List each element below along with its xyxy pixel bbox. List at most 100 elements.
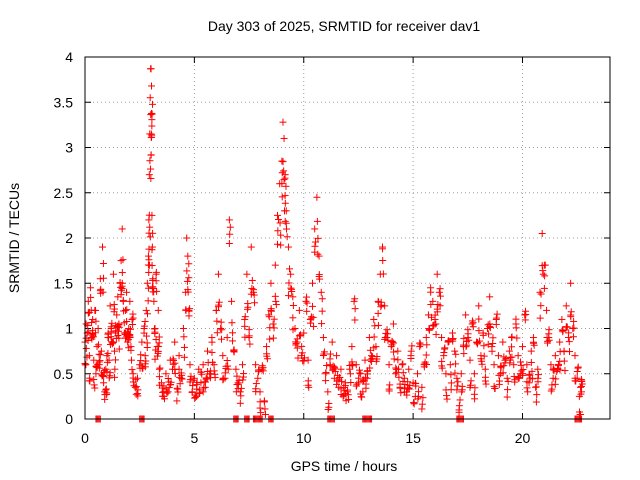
data-point xyxy=(82,320,90,328)
data-point xyxy=(260,398,268,406)
data-point xyxy=(449,337,457,345)
data-point xyxy=(300,354,308,362)
data-point xyxy=(341,382,349,390)
data-point xyxy=(539,270,547,278)
data-point xyxy=(248,284,256,292)
data-point xyxy=(422,351,430,359)
data-point xyxy=(470,390,478,398)
data-point xyxy=(226,223,234,231)
data-point xyxy=(304,356,312,364)
data-point xyxy=(460,350,468,358)
chart-title: Day 303 of 2025, SRMTID for receiver dav… xyxy=(208,18,481,34)
data-point xyxy=(87,293,95,301)
data-point xyxy=(410,399,418,407)
data-point xyxy=(347,378,355,386)
data-point xyxy=(92,306,100,314)
data-point xyxy=(306,319,314,327)
data-point xyxy=(82,344,90,352)
data-point xyxy=(499,369,507,377)
data-point xyxy=(408,342,416,350)
data-point xyxy=(128,366,136,374)
data-point xyxy=(311,242,319,250)
data-point xyxy=(241,313,249,321)
data-point xyxy=(189,382,197,390)
data-point xyxy=(120,307,128,315)
data-point xyxy=(89,315,97,323)
data-point xyxy=(527,347,535,355)
data-point xyxy=(151,325,159,332)
x-tick-label: 15 xyxy=(405,430,421,446)
data-point xyxy=(103,368,111,376)
data-point xyxy=(107,328,115,336)
data-point xyxy=(523,384,531,392)
data-point xyxy=(269,320,277,328)
data-point xyxy=(457,370,465,378)
data-point xyxy=(239,376,247,384)
data-point xyxy=(399,369,407,377)
data-point xyxy=(481,377,489,385)
data-point xyxy=(90,376,98,384)
data-point xyxy=(515,374,523,382)
data-point xyxy=(113,311,121,319)
data-point xyxy=(565,329,573,337)
data-point xyxy=(338,377,346,385)
data-point xyxy=(349,362,357,370)
data-point xyxy=(178,371,186,379)
data-point xyxy=(232,365,240,373)
data-point xyxy=(118,286,126,294)
data-point xyxy=(379,245,387,253)
data-point xyxy=(549,366,557,374)
data-point xyxy=(315,252,323,260)
data-point xyxy=(359,388,367,396)
data-point xyxy=(567,311,575,319)
data-point xyxy=(127,356,135,364)
data-point xyxy=(223,356,231,364)
data-point xyxy=(508,343,516,351)
data-point xyxy=(486,320,494,328)
data-point xyxy=(545,326,553,334)
data-point xyxy=(267,305,275,313)
data-point xyxy=(565,338,573,346)
data-point xyxy=(138,338,146,346)
data-point xyxy=(458,388,466,396)
data-point xyxy=(295,306,303,314)
data-point xyxy=(252,380,260,388)
data-point xyxy=(558,315,566,323)
data-point xyxy=(302,297,310,305)
data-point xyxy=(147,151,155,159)
data-point xyxy=(119,296,127,304)
data-point xyxy=(183,277,191,285)
data-point xyxy=(436,285,444,293)
data-point xyxy=(385,361,393,369)
data-point xyxy=(99,288,107,296)
data-point xyxy=(319,352,327,360)
data-point xyxy=(265,313,273,321)
data-point xyxy=(541,261,549,269)
data-point xyxy=(263,355,271,363)
data-point xyxy=(298,343,306,351)
data-point xyxy=(381,302,389,310)
data-point xyxy=(449,329,456,337)
data-point xyxy=(309,302,317,310)
data-point xyxy=(447,371,455,379)
data-point xyxy=(267,279,275,287)
data-point xyxy=(180,333,188,341)
data-point xyxy=(317,288,325,296)
data-point xyxy=(128,315,136,323)
data-point xyxy=(303,293,311,301)
data-point xyxy=(197,368,205,376)
data-point xyxy=(548,381,556,389)
data-point xyxy=(444,337,452,345)
data-point xyxy=(191,394,199,402)
data-point xyxy=(134,392,142,400)
data-point xyxy=(429,297,437,305)
data-point xyxy=(570,324,578,332)
data-point xyxy=(115,334,123,342)
data-point xyxy=(490,382,498,390)
data-point xyxy=(296,331,304,339)
data-point xyxy=(92,317,100,325)
data-point xyxy=(493,310,501,318)
data-point xyxy=(567,308,575,316)
data-point xyxy=(208,338,216,346)
data-point xyxy=(228,297,236,305)
